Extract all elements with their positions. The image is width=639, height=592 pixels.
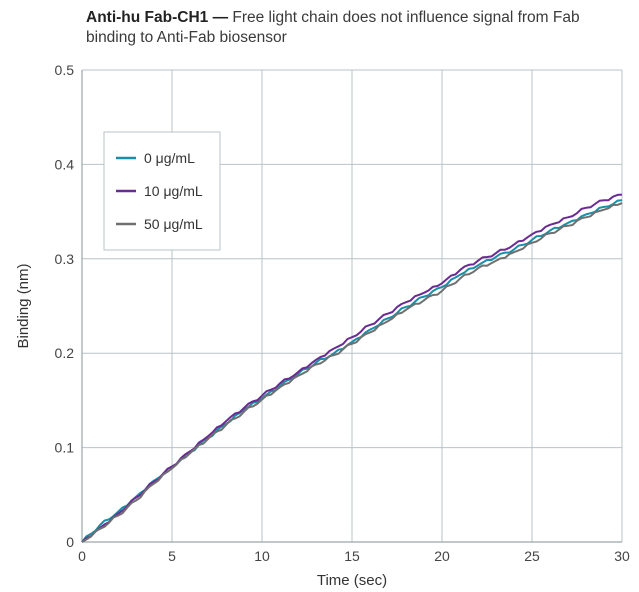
series-line [81,193,623,543]
y-tick-label: 0.3 [55,251,75,267]
x-tick-label: 0 [78,548,86,564]
y-tick-label: 0.1 [55,440,75,456]
y-tick-label: 0.4 [55,156,75,172]
chart-title: Anti-hu Fab-CH1 — Free light chain does … [86,8,626,48]
series-line [81,202,623,543]
legend: 0 μg/mL 10 μg/mL 50 μg/mL [103,131,221,251]
legend-label: 50 μg/mL [144,216,203,232]
chart-title-bold: Anti-hu Fab-CH1 — [86,9,229,26]
series-lines [81,193,623,543]
y-tick-label: 0.5 [55,62,75,78]
x-axis-label: Time (sec) [317,572,387,589]
axes [81,70,622,543]
y-axis-label: Binding (nm) [15,263,32,348]
x-tick-label: 5 [168,548,176,564]
legend-label: 0 μg/mL [144,150,195,166]
y-tick-label: 0.2 [55,345,75,361]
chart-title-rest: Free light chain does not influence sign… [86,9,580,46]
x-tick-label: 10 [254,548,270,564]
x-tick-label: 25 [524,548,540,564]
x-tick-label: 15 [344,548,360,564]
tick-labels: 0 5 10 15 20 25 30 0 0.1 0.2 0.3 0.4 0.5 [55,62,630,564]
y-tick-label: 0 [66,534,74,550]
x-tick-label: 30 [614,548,630,564]
legend-label: 10 μg/mL [144,183,203,199]
x-tick-label: 20 [434,548,450,564]
